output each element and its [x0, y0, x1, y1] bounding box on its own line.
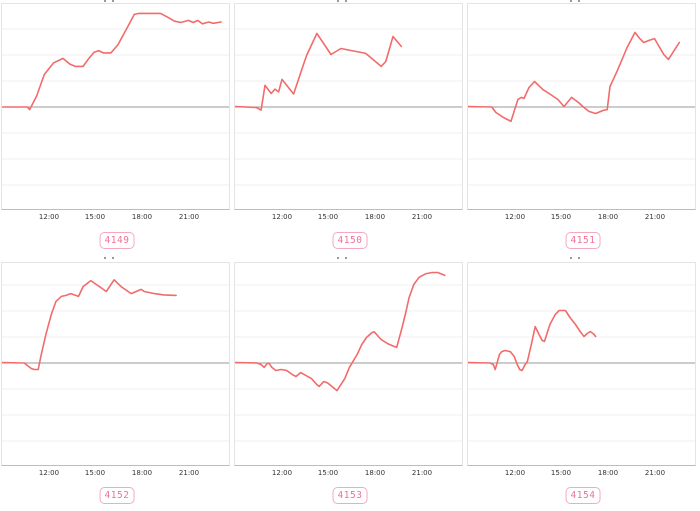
badge-row: 4149: [99, 228, 135, 249]
chart-cell: 12:00 15:00 18:00 21:00 4151: [466, 0, 700, 255]
x-tick-label: 21:00: [644, 469, 666, 477]
x-tick-label: 21:00: [411, 213, 433, 221]
line-plot: [468, 284, 695, 442]
chart-id-badge[interactable]: 4152: [99, 487, 135, 504]
time-series-chart: [1, 3, 230, 210]
x-tick-label: 12:00: [38, 469, 60, 477]
time-series-chart: [1, 262, 230, 466]
x-tick-label: 18:00: [131, 213, 153, 221]
x-axis: 12:00 15:00 18:00 21:00: [234, 213, 461, 223]
x-tick-label: 15:00: [317, 469, 339, 477]
x-tick-label: 12:00: [271, 469, 293, 477]
x-tick-label: 12:00: [504, 213, 526, 221]
badge-row: 4152: [99, 483, 135, 504]
x-tick-label: 21:00: [644, 213, 666, 221]
time-series-chart: [467, 3, 696, 210]
x-axis: 12:00 15:00 18:00 21:00: [1, 213, 228, 223]
badge-row: 4154: [565, 483, 601, 504]
x-tick-label: 15:00: [550, 213, 572, 221]
clipped-chart-title: [337, 0, 377, 2]
x-tick-label: 12:00: [504, 469, 526, 477]
badge-row: 4153: [332, 483, 368, 504]
line-plot: [235, 271, 462, 442]
chart-cell: 12:00 15:00 18:00 21:00 4154: [466, 255, 700, 511]
x-axis: 12:00 15:00 18:00 21:00: [1, 469, 228, 479]
time-series-chart: [234, 3, 463, 210]
x-tick-label: 18:00: [364, 469, 386, 477]
chart-id-badge[interactable]: 4153: [332, 487, 368, 504]
x-tick-label: 21:00: [411, 469, 433, 477]
clipped-chart-title: [337, 257, 377, 259]
x-tick-label: 15:00: [550, 469, 572, 477]
badge-row: 4150: [332, 228, 368, 249]
x-tick-label: 15:00: [84, 213, 106, 221]
chart-cell: 12:00 15:00 18:00 21:00 4149: [0, 0, 233, 255]
x-axis: 12:00 15:00 18:00 21:00: [234, 469, 461, 479]
badge-row: 4151: [565, 228, 601, 249]
clipped-chart-title: [104, 0, 144, 2]
line-plot: [235, 28, 462, 186]
time-series-chart: [467, 262, 696, 466]
x-tick-label: 18:00: [131, 469, 153, 477]
x-tick-label: 21:00: [178, 469, 200, 477]
line-plot: [2, 12, 229, 186]
clipped-chart-title: [570, 257, 610, 259]
chart-id-badge[interactable]: 4154: [565, 487, 601, 504]
clipped-chart-title: [104, 257, 144, 259]
x-tick-label: 12:00: [271, 213, 293, 221]
chart-cell: 12:00 15:00 18:00 21:00 4153: [233, 255, 466, 511]
chart-cell: 12:00 15:00 18:00 21:00 4152: [0, 255, 233, 511]
chart-id-badge[interactable]: 4149: [99, 232, 135, 249]
x-tick-label: 15:00: [84, 469, 106, 477]
line-plot: [468, 28, 695, 186]
clipped-chart-title: [570, 0, 610, 2]
chart-id-badge[interactable]: 4150: [332, 232, 368, 249]
x-axis: 12:00 15:00 18:00 21:00: [467, 469, 694, 479]
chart-cell: 12:00 15:00 18:00 21:00 4150: [233, 0, 466, 255]
line-plot: [2, 278, 229, 442]
x-axis: 12:00 15:00 18:00 21:00: [467, 213, 694, 223]
x-tick-label: 12:00: [38, 213, 60, 221]
time-series-chart: [234, 262, 463, 466]
x-tick-label: 15:00: [317, 213, 339, 221]
chart-id-badge[interactable]: 4151: [565, 232, 601, 249]
x-tick-label: 18:00: [597, 469, 619, 477]
x-tick-label: 18:00: [597, 213, 619, 221]
x-tick-label: 18:00: [364, 213, 386, 221]
x-tick-label: 21:00: [178, 213, 200, 221]
